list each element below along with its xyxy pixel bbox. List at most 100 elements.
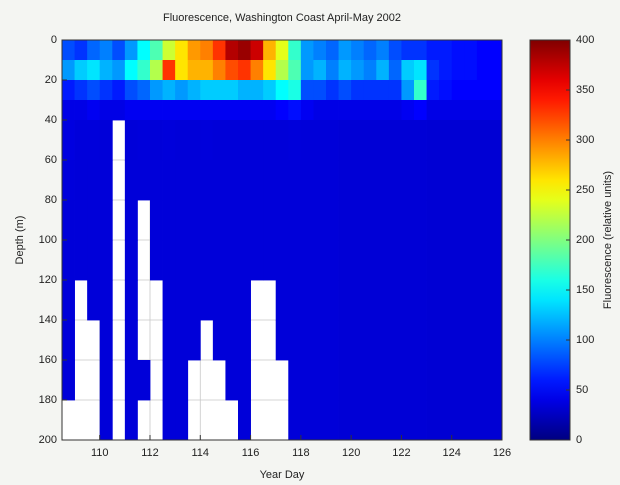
- y-tick-label: 180: [39, 394, 57, 406]
- heatmap-cell: [238, 280, 251, 321]
- heatmap-cell: [263, 240, 277, 281]
- heatmap-cell: [288, 360, 302, 401]
- x-tick-label: 114: [192, 447, 210, 459]
- heatmap-cell: [451, 40, 465, 61]
- heatmap-cell: [464, 200, 478, 241]
- heatmap-cell: [162, 60, 176, 81]
- heatmap-cell: [326, 80, 339, 101]
- heatmap-cell: [464, 80, 478, 101]
- heatmap-cell: [162, 200, 176, 241]
- heatmap-cell: [414, 60, 427, 81]
- heatmap-cell: [288, 60, 302, 81]
- heatmap-cell: [150, 240, 163, 281]
- heatmap-cell: [414, 200, 427, 241]
- colorbar-tick-label: 200: [576, 234, 594, 246]
- heatmap-cell: [162, 100, 176, 121]
- heatmap-cell: [263, 80, 277, 101]
- heatmap-cell: [426, 100, 440, 121]
- heatmap-cell: [187, 40, 201, 61]
- heatmap-cell: [99, 100, 113, 121]
- heatmap-cell: [451, 360, 465, 401]
- heatmap-cell: [376, 100, 390, 121]
- heatmap-cell: [351, 60, 365, 81]
- heatmap-cell: [200, 160, 214, 201]
- heatmap-cell: [326, 400, 339, 441]
- heatmap-cell: [250, 200, 264, 241]
- heatmap-cell: [175, 240, 189, 281]
- heatmap-cell: [263, 160, 277, 201]
- heatmap-cell: [212, 60, 226, 81]
- heatmap-cell: [288, 120, 302, 161]
- heatmap-cell: [464, 100, 478, 121]
- heatmap-cell: [451, 200, 465, 241]
- heatmap-cell: [363, 120, 377, 161]
- heatmap-cell: [150, 40, 163, 61]
- heatmap-cell: [150, 60, 163, 81]
- heatmap-cell: [489, 320, 503, 361]
- heatmap-cell: [439, 160, 453, 201]
- heatmap-cell: [388, 320, 402, 361]
- heatmap-cell: [489, 360, 503, 401]
- heatmap-cell: [62, 320, 75, 361]
- heatmap-cell: [388, 40, 402, 61]
- x-tick-label: 120: [342, 447, 360, 459]
- heatmap-cell: [87, 40, 101, 61]
- heatmap-cell: [489, 80, 503, 101]
- heatmap-cell: [187, 80, 201, 101]
- heatmap-cell: [338, 360, 352, 401]
- heatmap-cell: [313, 80, 327, 101]
- heatmap-cell: [175, 160, 189, 201]
- heatmap-cell: [338, 320, 352, 361]
- x-tick-label: 126: [493, 447, 511, 459]
- y-tick-label: 120: [39, 274, 57, 286]
- heatmap-cell: [212, 160, 226, 201]
- heatmap-cell: [313, 40, 327, 61]
- heatmap-cell: [263, 120, 277, 161]
- heatmap-cell: [363, 40, 377, 61]
- heatmap-cell: [288, 100, 302, 121]
- heatmap-cell: [313, 200, 327, 241]
- heatmap-cell: [414, 100, 427, 121]
- heatmap-cell: [338, 160, 352, 201]
- heatmap-cell: [426, 400, 440, 441]
- heatmap-cell: [351, 360, 365, 401]
- heatmap-cell: [401, 280, 415, 321]
- colorbar-tick-label: 0: [576, 434, 582, 446]
- heatmap-cell: [87, 280, 101, 321]
- heatmap-cell: [250, 120, 264, 161]
- heatmap-cell: [250, 160, 264, 201]
- heatmap-cell: [212, 100, 226, 121]
- heatmap-cell: [464, 320, 478, 361]
- heatmap-cell: [62, 100, 75, 121]
- heatmap-cell: [376, 400, 390, 441]
- colorbar-tick-label: 350: [576, 84, 594, 96]
- heatmap-cell: [326, 360, 339, 401]
- heatmap-cell: [351, 240, 365, 281]
- heatmap-cell: [74, 200, 88, 241]
- heatmap-cell: [388, 280, 402, 321]
- heatmap-cell: [464, 360, 478, 401]
- heatmap-cell: [200, 120, 214, 161]
- heatmap-cell: [476, 360, 490, 401]
- heatmap-cell: [62, 280, 75, 321]
- heatmap-cell: [275, 200, 289, 241]
- heatmap-cell: [401, 60, 415, 81]
- heatmap-cell: [376, 160, 390, 201]
- heatmap-cell: [439, 240, 453, 281]
- heatmap-cell: [351, 40, 365, 61]
- heatmap-cell: [62, 80, 75, 101]
- heatmap-cell: [162, 40, 176, 61]
- heatmap-cell: [338, 80, 352, 101]
- heatmap-cell: [74, 80, 88, 101]
- heatmap-cell: [238, 360, 251, 401]
- heatmap-cell: [212, 40, 226, 61]
- heatmap-cell: [401, 40, 415, 61]
- heatmap-cell: [62, 360, 75, 401]
- heatmap-cell: [300, 360, 314, 401]
- heatmap-cell: [250, 100, 264, 121]
- heatmap-cell: [238, 120, 251, 161]
- heatmap-cell: [338, 240, 352, 281]
- heatmap-cell: [238, 320, 251, 361]
- heatmap-cell: [376, 280, 390, 321]
